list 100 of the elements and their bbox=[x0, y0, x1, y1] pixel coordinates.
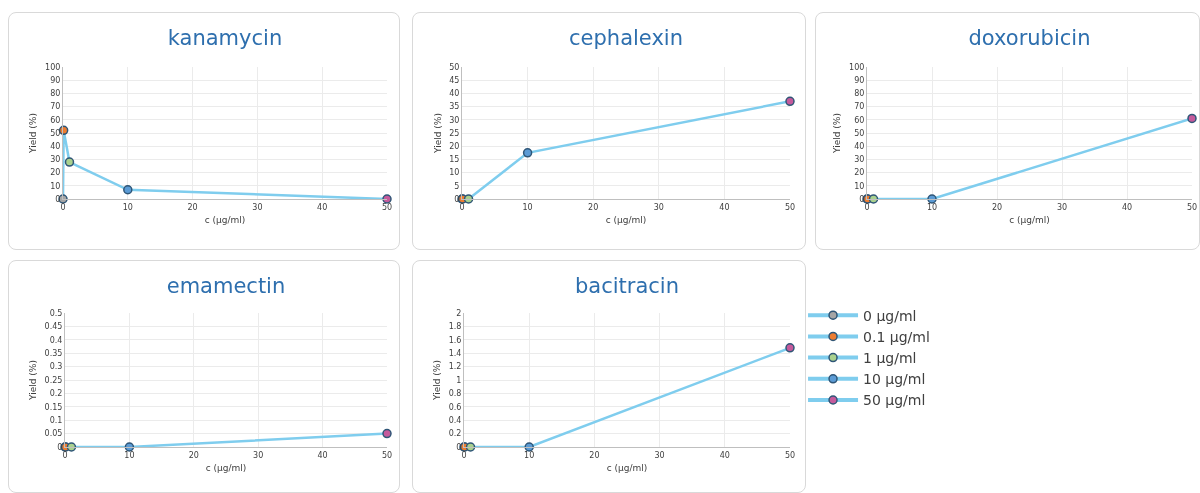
x-tick-label: 50 bbox=[784, 202, 796, 212]
y-tick-label: 80 bbox=[50, 89, 61, 99]
x-tick-label: 50 bbox=[381, 450, 393, 460]
y-tick-label: 90 bbox=[50, 76, 61, 85]
x-tick-label: 30 bbox=[253, 450, 264, 460]
y-tick-label: 0.2 bbox=[448, 429, 462, 439]
y-tick-label: 5 bbox=[454, 181, 460, 191]
y-tick-label: 40 bbox=[854, 142, 865, 151]
y-tick-label: 1.4 bbox=[448, 349, 462, 358]
y-tick-label: 0.35 bbox=[44, 349, 63, 358]
legend-label: 10 µg/ml bbox=[863, 371, 926, 388]
y-tick-label: 60 bbox=[854, 115, 865, 125]
y-tick-label: 0 bbox=[859, 194, 865, 204]
point bbox=[382, 194, 392, 204]
y-tick-label: 0.4 bbox=[448, 416, 462, 425]
y-tick-label: 0.3 bbox=[49, 362, 63, 372]
y-tick-label: 1.2 bbox=[448, 362, 462, 372]
x-tick-label: 30 bbox=[252, 202, 263, 212]
chart-title: cephalexin bbox=[569, 26, 683, 51]
y-tick-label: 30 bbox=[449, 115, 460, 125]
x-tick-label: 10 bbox=[124, 450, 135, 460]
y-tick-label: 0 bbox=[456, 442, 462, 452]
point bbox=[785, 96, 795, 107]
point bbox=[463, 194, 474, 204]
y-tick-label: 0.05 bbox=[44, 429, 63, 439]
x-axis-title: c (µg/ml) bbox=[205, 463, 247, 474]
y-tick-label: 50 bbox=[50, 128, 61, 138]
x-tick-label: 40 bbox=[719, 450, 730, 460]
y-tick-label: 0.2 bbox=[49, 389, 63, 399]
y-tick-label: 50 bbox=[854, 128, 865, 138]
y-axis-title: Yield (%) bbox=[27, 360, 38, 401]
y-tick-label: 20 bbox=[854, 168, 865, 178]
y-tick-label: 70 bbox=[854, 102, 865, 112]
x-tick-label: 20 bbox=[188, 450, 199, 460]
x-tick-label: 40 bbox=[317, 202, 328, 212]
legend-label: 1 µg/ml bbox=[863, 350, 917, 367]
y-tick-label: 40 bbox=[50, 142, 61, 151]
y-tick-label: 0.8 bbox=[448, 389, 462, 399]
x-tick-label: 40 bbox=[317, 450, 328, 460]
y-tick-label: 10 bbox=[449, 168, 460, 178]
x-tick-label: 10 bbox=[522, 202, 533, 212]
y-tick-label: 20 bbox=[50, 168, 61, 178]
chart-title: doxorubicin bbox=[968, 26, 1091, 51]
y-tick-label: 70 bbox=[50, 102, 61, 112]
y-axis-title: Yield (%) bbox=[832, 113, 843, 154]
y-tick-label: 2 bbox=[456, 308, 462, 318]
legend-label: 0.1 µg/ml bbox=[863, 328, 930, 345]
x-axis-title: c (µg/ml) bbox=[1009, 215, 1050, 226]
y-tick-label: 10 bbox=[50, 181, 61, 191]
y-tick-label: 15 bbox=[449, 155, 460, 165]
x-axis-title: c (µg/ml) bbox=[605, 215, 647, 226]
y-tick-label: 1.8 bbox=[448, 322, 462, 332]
y-tick-label: 0.4 bbox=[49, 335, 63, 345]
y-tick-label: 25 bbox=[449, 128, 460, 138]
y-axis-title: Yield (%) bbox=[432, 360, 443, 401]
x-axis-title: c (µg/ml) bbox=[204, 215, 246, 226]
y-tick-label: 0 bbox=[55, 194, 61, 204]
y-tick-label: 60 bbox=[50, 115, 61, 125]
y-tick-label: 1 bbox=[456, 375, 462, 385]
chart-title: kanamycin bbox=[167, 26, 283, 51]
y-tick-label: 30 bbox=[50, 155, 61, 165]
y-tick-label: 100 bbox=[849, 62, 865, 72]
y-tick-label: 0 bbox=[57, 442, 63, 452]
x-tick-label: 30 bbox=[653, 202, 664, 212]
y-tick-label: 0.45 bbox=[44, 322, 63, 332]
chart-title: bacitracin bbox=[574, 274, 680, 299]
x-tick-label: 50 bbox=[1186, 202, 1198, 212]
x-tick-label: 50 bbox=[784, 450, 796, 460]
x-tick-label: 30 bbox=[654, 450, 665, 460]
y-tick-label: 90 bbox=[854, 76, 865, 85]
y-axis-title: Yield (%) bbox=[432, 113, 443, 154]
y-tick-label: 35 bbox=[449, 102, 460, 112]
y-tick-label: 1.6 bbox=[448, 335, 462, 345]
legend-label: 50 µg/ml bbox=[863, 392, 926, 409]
x-tick-label: 30 bbox=[1056, 202, 1068, 212]
y-tick-label: 40 bbox=[449, 89, 460, 99]
y-tick-label: 0.1 bbox=[49, 416, 63, 425]
y-tick-label: 10 bbox=[854, 181, 865, 191]
y-tick-label: 0.25 bbox=[44, 375, 63, 385]
y-tick-label: 20 bbox=[449, 142, 460, 151]
y-tick-label: 50 bbox=[449, 62, 460, 72]
y-tick-label: 80 bbox=[854, 89, 865, 99]
y-axis-title: Yield (%) bbox=[28, 113, 39, 154]
x-tick-label: 20 bbox=[589, 450, 600, 460]
y-tick-label: 0.15 bbox=[44, 402, 63, 412]
y-tick-label: 0.6 bbox=[448, 402, 462, 412]
x-tick-label: 40 bbox=[719, 202, 730, 212]
x-tick-label: 20 bbox=[991, 202, 1003, 212]
y-tick-label: 0.5 bbox=[49, 308, 63, 318]
x-tick-label: 10 bbox=[926, 202, 938, 212]
y-tick-label: 0 bbox=[454, 194, 460, 204]
legend-label: 0 µg/ml bbox=[863, 307, 917, 324]
x-tick-label: 20 bbox=[187, 202, 198, 212]
x-tick-label: 20 bbox=[588, 202, 599, 212]
x-tick-label: 40 bbox=[1121, 202, 1133, 212]
x-tick-label: 10 bbox=[122, 202, 133, 212]
y-tick-label: 100 bbox=[45, 62, 61, 72]
y-tick-label: 30 bbox=[854, 155, 865, 165]
x-tick-label: 50 bbox=[381, 202, 393, 212]
chart-title: emamectin bbox=[166, 274, 286, 299]
